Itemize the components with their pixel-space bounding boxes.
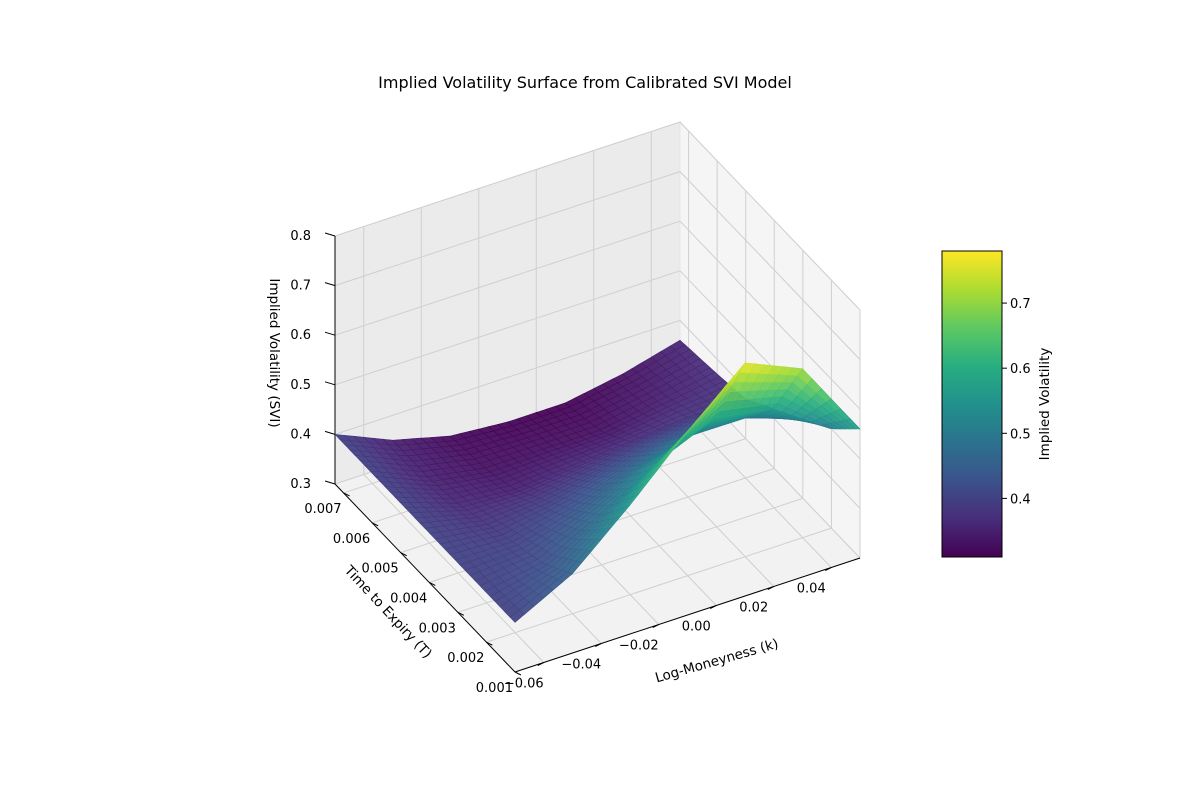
y-tick-label: 0.005 — [361, 562, 398, 577]
grid-x-floor — [363, 474, 545, 663]
y-tick-label: 0.002 — [447, 651, 484, 666]
z-tick-label: 0.4 — [290, 427, 311, 442]
grid-z-back — [334, 270, 681, 386]
z-tick-label: 0.8 — [290, 229, 311, 244]
grid-z-back — [334, 220, 681, 336]
x-tick — [710, 605, 717, 609]
colorbar-tick-label: 0.5 — [1010, 427, 1031, 442]
grid-y-floor — [486, 527, 832, 643]
chart-title: Implied Volatility Surface from Calibrat… — [378, 73, 792, 92]
y-tick — [486, 641, 493, 646]
grid-z-right — [679, 171, 861, 360]
colorbar-tick-label: 0.4 — [1010, 492, 1031, 507]
y-tick-label: 0.004 — [390, 591, 427, 606]
y-tick — [343, 492, 350, 497]
colorbar-tick-label: 0.6 — [1010, 362, 1031, 377]
z-tick — [324, 381, 336, 386]
grid-z-back — [334, 171, 681, 287]
y-tick — [400, 552, 407, 557]
x-tick-label: −0.04 — [561, 658, 601, 673]
x-tick — [537, 662, 544, 666]
grid-z-right — [679, 220, 861, 410]
y-tick — [371, 522, 379, 527]
colorbar: 0.4 0.5 0.6 0.7 Implied Volatility — [941, 250, 1053, 558]
x-tick-label: 0.00 — [682, 620, 711, 635]
x-tick — [595, 643, 602, 647]
z-tick — [324, 282, 336, 287]
x-tick-label: 0.04 — [797, 582, 826, 597]
z-tick-label: 0.3 — [290, 477, 311, 492]
y-tick-label: 0.007 — [304, 502, 341, 517]
x-tick — [825, 567, 832, 571]
x-tick-label: 0.02 — [739, 601, 768, 616]
z-tick — [324, 480, 336, 485]
z-tick — [324, 430, 336, 435]
z-tick-label: 0.6 — [290, 328, 311, 343]
grid-z-back — [334, 121, 681, 237]
y-tick-label: 0.003 — [419, 621, 456, 636]
y-tick — [457, 611, 465, 616]
x-axis-label: Log-Moneyness (k) — [653, 636, 780, 686]
grid-z-back — [334, 319, 681, 435]
x-axis-line — [514, 557, 861, 673]
y-tick — [514, 671, 522, 676]
tick-marks — [324, 232, 832, 676]
colorbar-tick-label: 0.7 — [1010, 297, 1031, 312]
y-axis-line — [334, 483, 516, 673]
x-tick — [652, 624, 659, 628]
axis-lines — [334, 236, 861, 673]
y-axis-label: Time to Expiry (T) — [340, 562, 435, 662]
z-axis-label: Implied Volatility (SVI) — [266, 278, 282, 427]
x-tick-label: −0.06 — [504, 677, 544, 692]
colorbar-gradient — [941, 250, 1003, 558]
grid-z-right — [679, 121, 861, 311]
y-tick — [429, 582, 436, 586]
y-tick-label: 0.006 — [333, 532, 370, 547]
surface-facet — [844, 418, 861, 430]
x-tick — [767, 586, 774, 590]
z-tick-label: 0.7 — [290, 279, 311, 294]
colorbar-label: Implied Volatility — [1037, 348, 1053, 461]
x-tick-label: −0.02 — [619, 639, 659, 654]
z-tick-label: 0.5 — [290, 378, 311, 393]
y-tick-label: 0.001 — [476, 681, 513, 696]
surface-mesh — [334, 339, 861, 623]
tick-labels: −0.06 −0.04 −0.02 0.00 0.02 0.04 0.001 0.002 0.0… — [290, 229, 825, 696]
z-tick — [324, 232, 336, 237]
z-tick — [324, 331, 336, 336]
colorbar-ticks: 0.4 0.5 0.6 0.7 — [1002, 297, 1031, 507]
